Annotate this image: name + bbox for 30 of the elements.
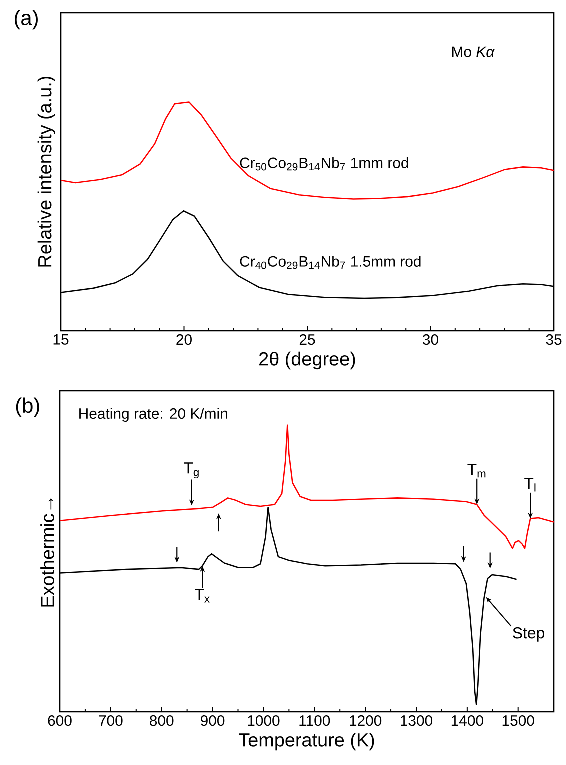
x-tick-label: 1500 (502, 716, 534, 726)
x-tick-label: 1400 (452, 716, 484, 726)
x-axis-title: Temperature (K) (239, 732, 374, 751)
x-tick-label: 15 (54, 334, 69, 345)
x-tick-label: 1200 (350, 716, 382, 726)
y-axis-title: Relative intensity (a.u.) (38, 76, 56, 267)
x-tick-label: 1000 (248, 716, 280, 726)
x-tick-label: 600 (48, 716, 72, 726)
annotation: T$_{l}$ (524, 478, 536, 492)
x-tick-label: 900 (201, 716, 225, 726)
x-tick-label: 800 (150, 716, 174, 726)
x-tick-label: 700 (99, 716, 123, 726)
annotation: Step (513, 627, 544, 642)
x-tick-label: 25 (300, 334, 316, 346)
text: (b) (16, 398, 40, 418)
text: (a) (15, 10, 38, 30)
annotation: T$_{g}$ (184, 462, 199, 479)
x-tick-label: 30 (423, 334, 438, 346)
x-tick-label: 20 (176, 334, 192, 346)
x-tick-label: 1300 (401, 716, 433, 726)
x-tick-label: 1100 (300, 716, 330, 726)
x-tick-label: 35 (546, 334, 562, 346)
text: Heating rate: 20 K/min (80, 408, 228, 422)
annotation: T$_{x}$ (195, 589, 210, 603)
text: Cr$_{50}$Co$_{29}$B$_{14}$Nb$_{7}$ 1mm rod (240, 157, 408, 171)
annotation: T$_{m}$ (468, 464, 486, 478)
x-axis-title: 2θ (degree) (260, 352, 356, 370)
text: Cr$_{40}$Co$_{29}$B$_{14}$Nb$_{7}$ 1.5mm rod (240, 256, 421, 270)
y-axis-title: Exothermic→ (40, 498, 54, 607)
text: Mo Kα (452, 46, 496, 58)
